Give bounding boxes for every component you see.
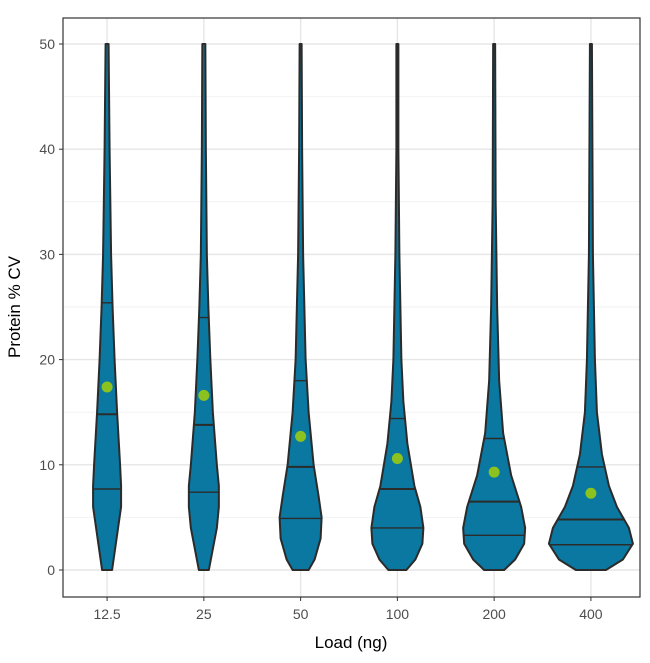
violin-400	[547, 43, 634, 571]
y-axis-title: Protein % CV	[5, 255, 24, 358]
violin-12.5	[92, 43, 123, 571]
grid	[63, 18, 640, 597]
mean-point	[295, 430, 307, 442]
violin-50	[278, 43, 323, 571]
mean-point	[391, 452, 403, 464]
axes: 0 10 20 30 40 50 12.5 25 50 100 200 400	[39, 36, 602, 622]
violin-200	[462, 43, 527, 571]
mean-point	[101, 381, 113, 393]
y-tick-label: 10	[39, 457, 55, 473]
x-tick-label: 100	[386, 606, 410, 622]
y-tick-label: 50	[39, 36, 55, 52]
mean-point	[198, 389, 210, 401]
y-tick-label: 40	[39, 141, 55, 157]
y-tick-label: 20	[39, 352, 55, 368]
violin-25	[187, 43, 220, 571]
x-tick-label: 25	[196, 606, 212, 622]
x-tick-label: 200	[482, 606, 506, 622]
x-tick-label: 12.5	[93, 606, 120, 622]
panel-border	[62, 17, 641, 598]
mean-point	[488, 466, 500, 478]
x-tick-label: 50	[293, 606, 309, 622]
violins	[92, 43, 634, 571]
y-tick-label: 30	[39, 246, 55, 262]
violin-100	[370, 43, 425, 571]
x-tick-label: 400	[579, 606, 603, 622]
y-tick-label: 0	[47, 562, 55, 578]
x-axis-title: Load (ng)	[315, 633, 388, 652]
mean-point	[585, 487, 597, 499]
